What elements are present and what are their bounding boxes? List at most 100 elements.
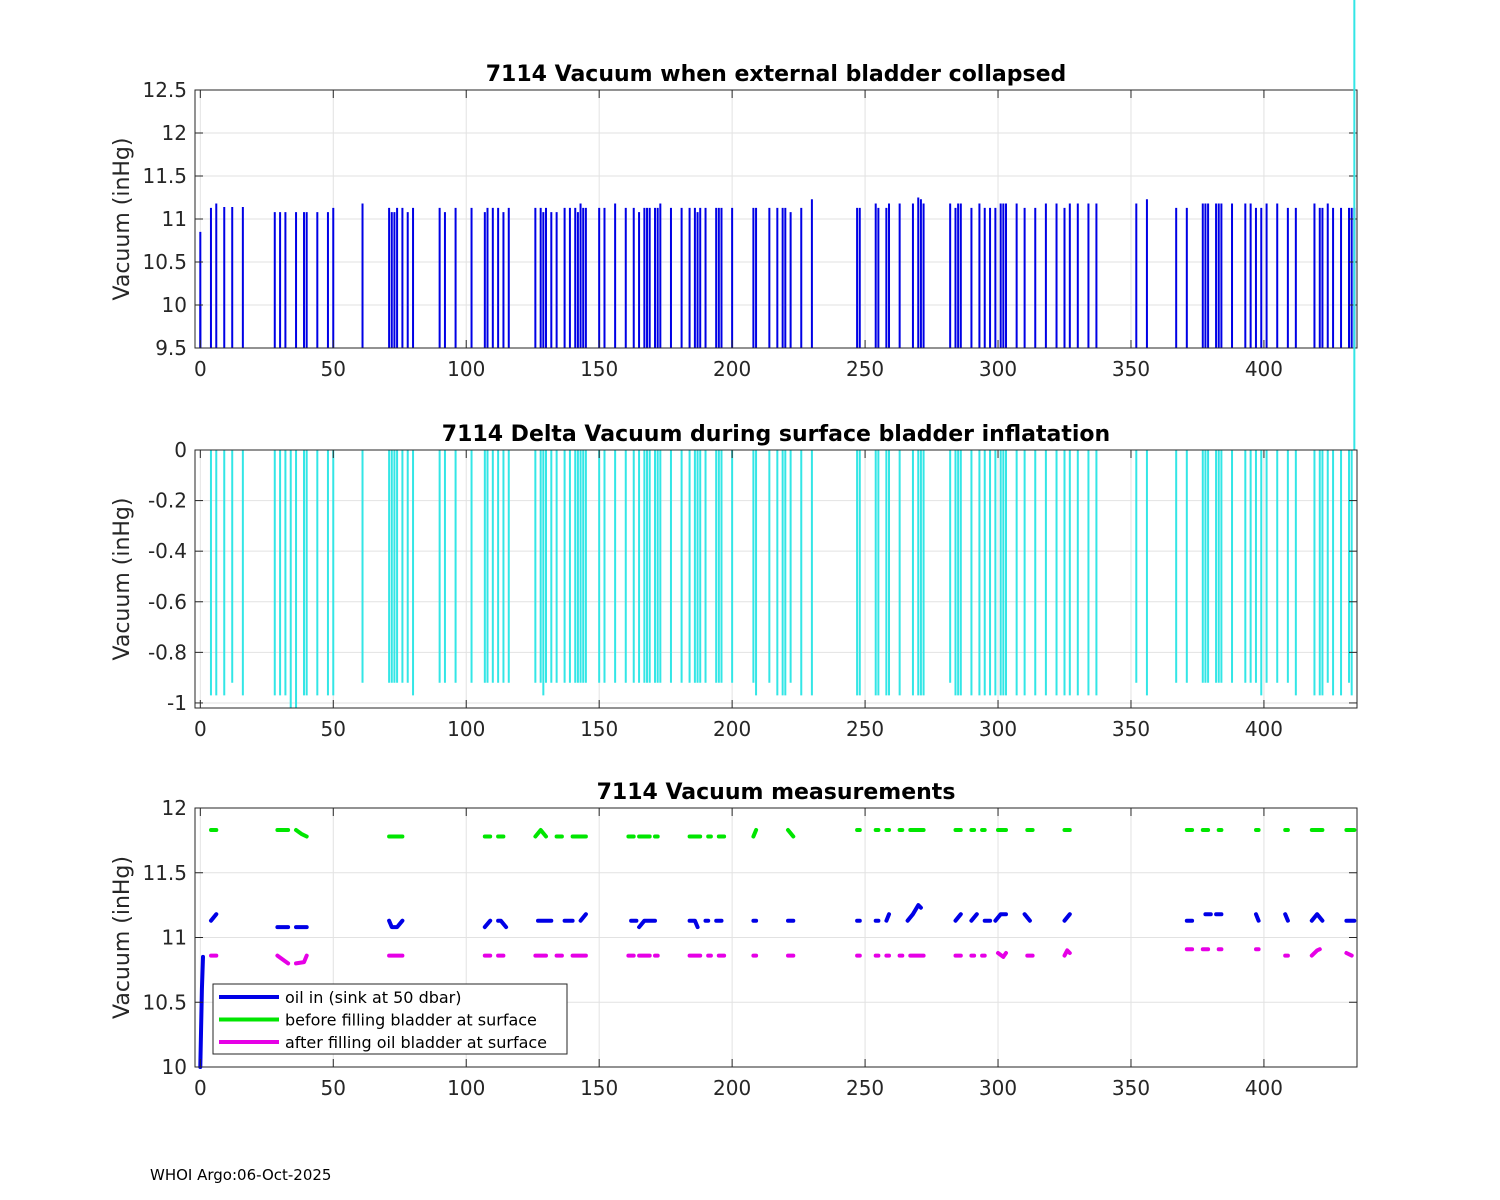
y-tick-label: -1: [167, 691, 187, 715]
series-line: [1344, 951, 1354, 958]
series-line: [751, 828, 759, 839]
series-line: [209, 912, 219, 923]
x-ticks: 0 50 100 150 200 250 300 350 400: [194, 90, 1283, 381]
x-tick-label: 300: [979, 1076, 1017, 1100]
series-line: [294, 828, 309, 839]
y-tick-label: 9.5: [155, 336, 187, 360]
y-tick-label: -0.6: [148, 590, 187, 614]
chart-title: 7114 Delta Vacuum during surface bladder…: [442, 422, 1110, 447]
x-tick-label: 100: [447, 1076, 485, 1100]
data-marks: [209, 0, 1356, 708]
legend-label: after filling oil bladder at surface: [285, 1033, 547, 1052]
series-line: [1309, 912, 1325, 923]
x-ticks: 0 50 100 150 200 250 300 350 400: [194, 450, 1283, 741]
chart-title: 7114 Vacuum when external bladder collap…: [486, 62, 1067, 87]
series-line: [1309, 947, 1322, 958]
x-tick-label: 250: [846, 717, 884, 741]
y-tick-label: 10.5: [142, 250, 187, 274]
x-tick-label: 150: [580, 357, 618, 381]
legend: oil in (sink at 50 dbar) before filling b…: [212, 983, 568, 1055]
series-line: [1022, 912, 1032, 923]
x-tick-label: 300: [979, 357, 1017, 381]
y-axis-label: Vacuum (inHg): [110, 138, 135, 301]
series-line: [482, 918, 493, 930]
x-tick-label: 0: [194, 1076, 207, 1100]
series-line: [969, 912, 979, 923]
y-tick-label: -0.4: [148, 539, 187, 563]
y-ticks: 9.5 10 10.5 11 11.5 12 12.5: [142, 78, 1357, 360]
y-tick-label: -0.2: [148, 489, 187, 513]
chart-3: 0 50 100 150 200 250 300 350 400 10 10.5 11 11.5 12 71…: [110, 780, 1358, 1100]
x-tick-label: 200: [713, 1076, 751, 1100]
series-line: [294, 953, 309, 966]
series: [198, 903, 1357, 1069]
x-tick-label: 0: [194, 357, 207, 381]
series-line: [198, 954, 205, 1069]
x-tick-label: 50: [321, 717, 346, 741]
y-tick-label: 10.5: [142, 990, 187, 1014]
x-tick-label: 50: [321, 1076, 346, 1100]
y-tick-label: 11: [162, 926, 187, 950]
x-tick-label: 100: [447, 717, 485, 741]
series-line: [996, 951, 1008, 959]
series-line: [786, 828, 796, 839]
series-line: [637, 918, 657, 930]
series-line: [993, 912, 1008, 923]
y-tick-label: 0: [174, 438, 187, 462]
series-line: [496, 918, 509, 930]
y-tick-label: 11.5: [142, 861, 187, 885]
y-tick-label: 12: [162, 121, 187, 145]
y-axis-label: Vacuum (inHg): [110, 856, 135, 1019]
x-tick-label: 250: [846, 357, 884, 381]
plot-area: [195, 450, 1357, 708]
y-tick-label: 11.5: [142, 164, 187, 188]
legend-label: before filling bladder at surface: [285, 1011, 537, 1030]
x-tick-label: 350: [1112, 357, 1150, 381]
x-tick-label: 350: [1112, 1076, 1150, 1100]
data-marks: [199, 197, 1356, 348]
series-line: [905, 903, 923, 923]
series-line: [884, 912, 891, 923]
y-axis-label: Vacuum (inHg): [110, 498, 135, 661]
chart-2: 0 50 100 150 200 250 300 350 400-1-0.8-0.6-0.4-0…: [110, 0, 1358, 741]
chart-title: 7114 Vacuum measurements: [597, 780, 956, 805]
y-tick-label: 10: [162, 293, 187, 317]
legend-label: oil in (sink at 50 dbar): [285, 988, 462, 1007]
series: [209, 828, 1357, 839]
y-tick-label: 12.5: [142, 78, 187, 102]
x-tick-label: 150: [580, 1076, 618, 1100]
series-line: [687, 918, 700, 930]
y-tick-label: 10: [162, 1055, 187, 1079]
x-tick-label: 300: [979, 717, 1017, 741]
y-tick-label: 11: [162, 207, 187, 231]
x-ticks: 0 50 100 150 200 250 300 350 400: [194, 808, 1283, 1100]
data-marks: [198, 828, 1357, 1069]
x-tick-label: 400: [1245, 357, 1283, 381]
x-tick-label: 400: [1245, 1076, 1283, 1100]
x-tick-label: 200: [713, 717, 751, 741]
series-line: [578, 912, 588, 923]
series-line: [1254, 912, 1261, 923]
footer-stamp: WHOI Argo:06-Oct-2025: [150, 1166, 332, 1184]
series-line: [533, 828, 548, 839]
x-tick-label: 400: [1245, 717, 1283, 741]
x-tick-label: 250: [846, 1076, 884, 1100]
x-tick-label: 200: [713, 357, 751, 381]
chart-1: 0 50 100 150 200 250 300 350 400 9.5 10 10.5 11 11.5 1…: [110, 62, 1358, 381]
x-tick-label: 50: [321, 357, 346, 381]
series-line: [953, 912, 963, 923]
series-line: [1062, 948, 1072, 958]
y-tick-label: 12: [162, 796, 187, 820]
series: [209, 947, 1354, 966]
y-tick-label: -0.8: [148, 640, 187, 664]
series-line: [1283, 912, 1290, 923]
x-tick-label: 350: [1112, 717, 1150, 741]
series-line: [387, 918, 405, 930]
x-tick-label: 150: [580, 717, 618, 741]
x-tick-label: 0: [194, 717, 207, 741]
series-line: [275, 953, 291, 966]
series-line: [1062, 912, 1072, 923]
x-tick-label: 100: [447, 357, 485, 381]
y-ticks: 10 10.5 11 11.5 12: [142, 796, 1357, 1079]
